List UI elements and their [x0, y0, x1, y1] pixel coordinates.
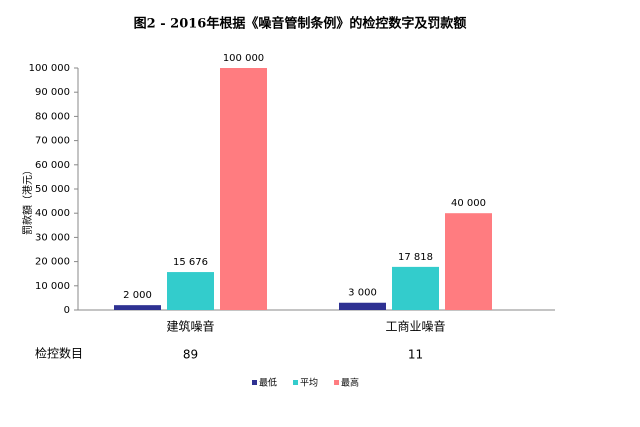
bar — [114, 305, 161, 310]
legend-swatch — [252, 380, 257, 385]
legend-label: 最低 — [259, 377, 277, 389]
bar — [445, 213, 492, 310]
bar — [392, 266, 439, 310]
y-tick-label: 40 000 — [35, 208, 70, 219]
y-tick-label: 0 — [64, 305, 70, 316]
y-tick-label: 30 000 — [35, 232, 70, 243]
x-tick-label: 建筑噪音 — [166, 319, 214, 334]
y-tick-label: 60 000 — [35, 160, 70, 171]
y-tick-label: 20 000 — [35, 257, 70, 268]
y-axis-label: 罰款額（港元） — [21, 165, 34, 235]
legend-swatch — [293, 380, 299, 385]
y-tick-label: 80 000 — [35, 111, 70, 122]
y-tick-label: 50 000 — [35, 184, 70, 195]
table-value: 89 — [183, 348, 198, 362]
legend-label: 平均 — [300, 377, 318, 389]
bar — [220, 68, 267, 310]
legend-label: 最高 — [341, 377, 359, 389]
value-label: 3 000 — [348, 288, 377, 299]
value-label: 15 676 — [173, 257, 208, 268]
y-tick-label: 70 000 — [35, 136, 70, 147]
table-row-label: 检控数目 — [35, 346, 83, 361]
y-tick-label: 90 000 — [35, 87, 70, 98]
x-tick-label: 工商业噪音 — [385, 319, 445, 334]
bar — [167, 272, 214, 310]
chart-title: 图2 - 2016年根据《噪音管制条例》的检控数字及罚款额 — [134, 16, 467, 32]
value-label: 100 000 — [223, 53, 264, 64]
table-value: 11 — [408, 348, 423, 362]
value-label: 2 000 — [123, 290, 152, 301]
value-label: 40 000 — [451, 198, 486, 209]
y-tick-label: 100 000 — [29, 63, 70, 74]
y-tick-label: 10 000 — [35, 281, 70, 292]
bar — [339, 302, 386, 310]
value-label: 17 818 — [398, 252, 433, 263]
legend-swatch — [334, 380, 340, 385]
